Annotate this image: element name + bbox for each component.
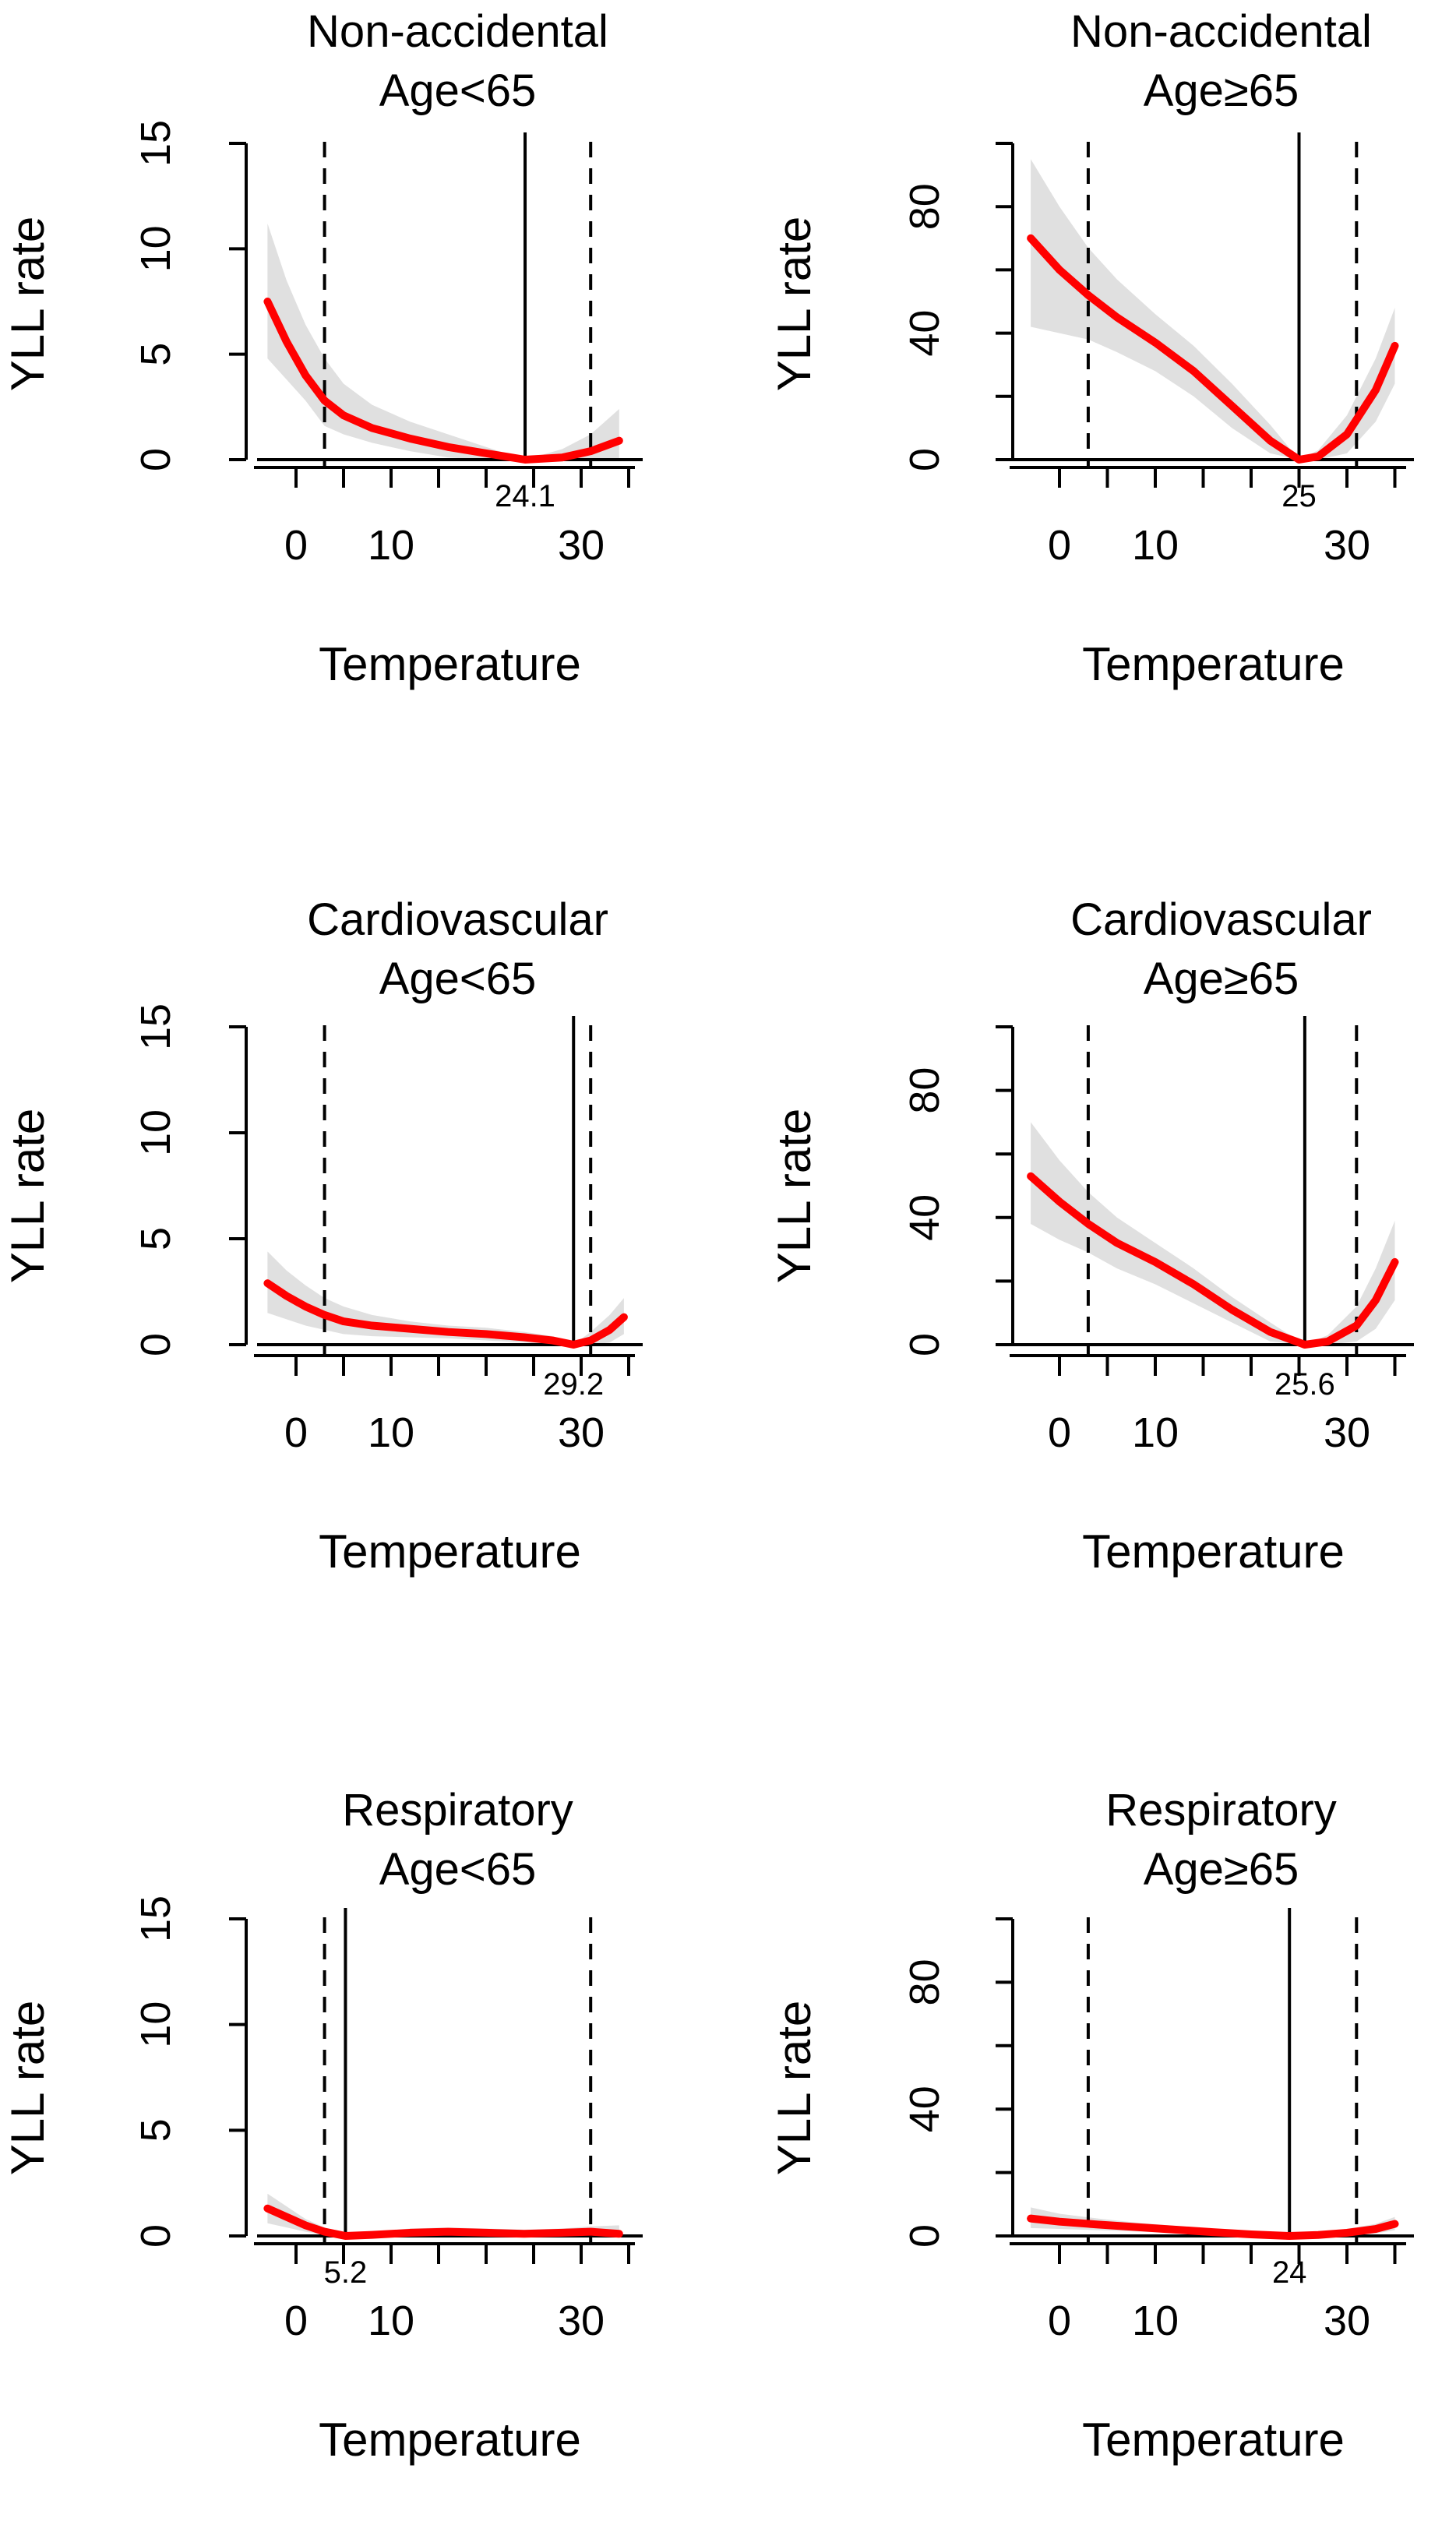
x-axis-label: Temperature — [319, 638, 581, 690]
y-tick-label: 80 — [901, 1959, 948, 2005]
y-tick-label: 15 — [132, 1895, 179, 1942]
mmt-label: 5.2 — [324, 2255, 368, 2290]
y-axis-label: YLL rate — [2, 1109, 54, 1284]
chart-title: Cardiovascular — [307, 894, 608, 945]
x-tick-label: 0 — [1048, 2297, 1071, 2344]
yll-curve — [1027, 2214, 1399, 2240]
y-tick-label: 40 — [901, 1194, 948, 1241]
chart-subtitle: Age≥65 — [1144, 1844, 1299, 1895]
x-axis-label: Temperature — [319, 1525, 581, 1578]
x-tick-label: 0 — [284, 522, 308, 569]
x-tick-label: 0 — [1048, 1409, 1071, 1456]
y-tick-label: 0 — [132, 1333, 179, 1356]
x-tick-label: 30 — [558, 1409, 605, 1456]
x-tick-label: 30 — [1324, 522, 1370, 569]
y-axis-label: YLL rate — [768, 217, 820, 392]
y-tick-label: 10 — [132, 225, 179, 272]
x-tick-label: 10 — [1132, 1409, 1179, 1456]
mmt-label: 25.6 — [1274, 1367, 1335, 1402]
mmt-label: 24.1 — [495, 479, 555, 513]
y-tick-label: 80 — [901, 1067, 948, 1114]
mmt-label: 29.2 — [543, 1367, 604, 1402]
y-tick-label: 5 — [132, 343, 179, 366]
x-tick-label: 30 — [558, 2297, 605, 2344]
x-tick-label: 10 — [368, 522, 414, 569]
y-axis-label: YLL rate — [2, 217, 54, 392]
yll-curve — [1027, 1172, 1399, 1349]
y-tick-label: 0 — [132, 448, 179, 471]
y-tick-label: 40 — [901, 310, 948, 357]
y-tick-label: 0 — [901, 448, 948, 471]
x-tick-label: 0 — [284, 1409, 308, 1456]
chart-subtitle: Age<65 — [379, 954, 537, 1004]
confidence-band — [267, 223, 619, 460]
x-axis-label: Temperature — [1082, 2414, 1345, 2466]
chart-subtitle: Age<65 — [379, 65, 537, 116]
chart-title: Non-accidental — [307, 6, 608, 57]
y-tick-label: 40 — [901, 2086, 948, 2132]
x-tick-label: 10 — [368, 2297, 414, 2344]
chart-subtitle: Age≥65 — [1144, 954, 1299, 1004]
y-axis-label: YLL rate — [768, 1109, 820, 1284]
y-tick-label: 0 — [901, 2224, 948, 2248]
y-axis-label: YLL rate — [768, 2001, 820, 2176]
y-tick-label: 0 — [132, 2224, 179, 2248]
chart-title: Respiratory — [342, 1785, 573, 1835]
panel-2: Non-accidental Age≥65 0 40 80 YLL rate 0 10 30 Te… — [768, 6, 1414, 690]
chart-subtitle: Age≥65 — [1144, 65, 1299, 116]
x-tick-label: 30 — [1324, 1409, 1370, 1456]
x-tick-label: 10 — [1132, 2297, 1179, 2344]
y-tick-label: 0 — [901, 1333, 948, 1356]
yll-curve — [1027, 234, 1399, 464]
x-axis-label: Temperature — [1082, 1525, 1345, 1578]
y-tick-label: 5 — [132, 2118, 179, 2142]
confidence-band — [1031, 1122, 1395, 1345]
panel-3: Cardiovascular Age<65 0 5 10 15 YLL rate 0 10 30 T… — [2, 894, 643, 1578]
y-tick-label: 10 — [132, 2001, 179, 2048]
y-tick-label: 5 — [132, 1227, 179, 1250]
mmt-label: 25 — [1281, 479, 1317, 513]
confidence-band — [1031, 159, 1395, 460]
panel-1: Non-accidental Age<65 0 5 10 15 YLL rate 0 10 30 T… — [2, 6, 643, 690]
yll-curve — [263, 1279, 628, 1349]
chart-title: Cardiovascular — [1070, 894, 1372, 945]
yll-curve — [263, 2204, 623, 2240]
chart-title: Respiratory — [1105, 1785, 1337, 1835]
y-axis-label: YLL rate — [2, 2001, 54, 2176]
x-tick-label: 30 — [558, 522, 605, 569]
x-axis-label: Temperature — [319, 2414, 581, 2466]
mmt-label: 24 — [1272, 2255, 1307, 2290]
x-axis-label: Temperature — [1082, 638, 1345, 690]
x-tick-label: 0 — [284, 2297, 308, 2344]
y-tick-label: 80 — [901, 183, 948, 230]
y-tick-label: 15 — [132, 120, 179, 167]
x-tick-label: 30 — [1324, 2297, 1370, 2344]
chart-subtitle: Age<65 — [379, 1844, 537, 1895]
x-tick-label: 10 — [368, 1409, 414, 1456]
y-tick-label: 10 — [132, 1109, 179, 1156]
x-tick-label: 10 — [1132, 522, 1179, 569]
panel-4: Cardiovascular Age≥65 0 40 80 YLL rate 0 10 30 Te… — [768, 894, 1414, 1578]
panel-5: Respiratory Age<65 0 5 10 15 YLL rate 0 10 30 Temp… — [2, 1785, 643, 2466]
yll-curve — [263, 298, 623, 464]
y-tick-label: 15 — [132, 1003, 179, 1050]
panel-6: Respiratory Age≥65 0 40 80 YLL rate 0 10 30 Tempe… — [768, 1785, 1414, 2466]
x-tick-label: 0 — [1048, 522, 1071, 569]
chart-title: Non-accidental — [1070, 6, 1372, 57]
